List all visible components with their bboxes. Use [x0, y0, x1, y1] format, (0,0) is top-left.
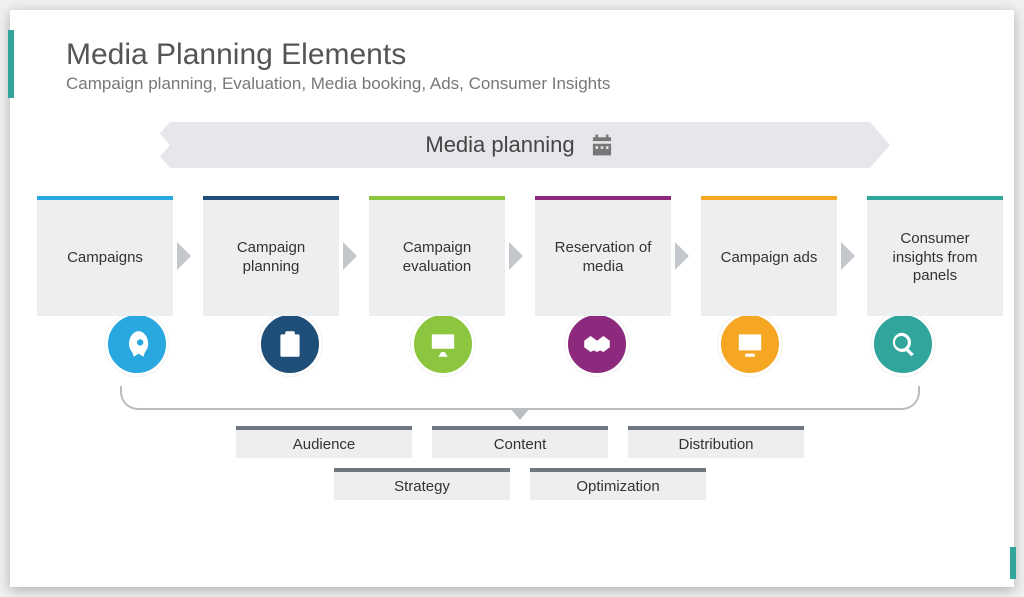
- pill-distribution: Distribution: [628, 426, 804, 458]
- accent-right: [1010, 547, 1016, 579]
- card-body: Campaigns: [37, 196, 173, 316]
- pill-optimization: Optimization: [530, 468, 706, 500]
- pill-audience: Audience: [236, 426, 412, 458]
- chevron-right-icon: [177, 242, 191, 270]
- monitor-icon: [718, 312, 782, 376]
- presentation-icon: [411, 312, 475, 376]
- connector: [120, 386, 920, 418]
- card-2: Campaign evaluation: [369, 196, 523, 316]
- rocket-icon: [105, 312, 169, 376]
- clipboard-icon: [258, 312, 322, 376]
- card-label: Campaigns: [67, 249, 143, 268]
- pill-strategy: Strategy: [334, 468, 510, 500]
- card-label: Campaign planning: [213, 239, 329, 277]
- card-body: Campaign evaluation: [369, 196, 505, 316]
- banner: Media planning: [170, 122, 870, 168]
- banner-label: Media planning: [425, 132, 574, 158]
- chevron-right-icon: [841, 242, 855, 270]
- circle-row: [66, 312, 974, 376]
- card-body: Reservation of media: [535, 196, 671, 316]
- card-body: Consumer insights from panels: [867, 196, 1003, 316]
- card-body: Campaign planning: [203, 196, 339, 316]
- card-label: Campaign evaluation: [379, 239, 495, 277]
- circle-slot: [373, 312, 514, 376]
- card-body: Campaign ads: [701, 196, 837, 316]
- page-subtitle: Campaign planning, Evaluation, Media boo…: [66, 74, 974, 94]
- circle-slot: [679, 312, 820, 376]
- card-label: Consumer insights from panels: [877, 230, 993, 286]
- pill-content: Content: [432, 426, 608, 458]
- pill-row-2: Strategy Optimization: [66, 468, 974, 500]
- page-title: Media Planning Elements: [66, 38, 974, 72]
- card-1: Campaign planning: [203, 196, 357, 316]
- calendar-icon: [589, 132, 615, 158]
- chevron-right-icon: [509, 242, 523, 270]
- card-label: Campaign ads: [721, 249, 818, 268]
- card-label: Reservation of media: [545, 239, 661, 277]
- card-3: Reservation of media: [535, 196, 689, 316]
- handshake-icon: [565, 312, 629, 376]
- card-5: Consumer insights from panels: [867, 196, 1003, 316]
- circle-slot: [526, 312, 667, 376]
- card-row: Campaigns Campaign planning Campaign evalu…: [66, 196, 974, 316]
- card-0: Campaigns: [37, 196, 191, 316]
- search-icon: [871, 312, 935, 376]
- accent-left: [8, 30, 14, 98]
- card-4: Campaign ads: [701, 196, 855, 316]
- chevron-right-icon: [675, 242, 689, 270]
- chevron-right-icon: [343, 242, 357, 270]
- circle-slot: [219, 312, 360, 376]
- circle-slot: [66, 312, 207, 376]
- slide: Media Planning Elements Campaign plannin…: [10, 10, 1014, 587]
- pill-row-1: Audience Content Distribution: [66, 426, 974, 458]
- circle-slot: [833, 312, 974, 376]
